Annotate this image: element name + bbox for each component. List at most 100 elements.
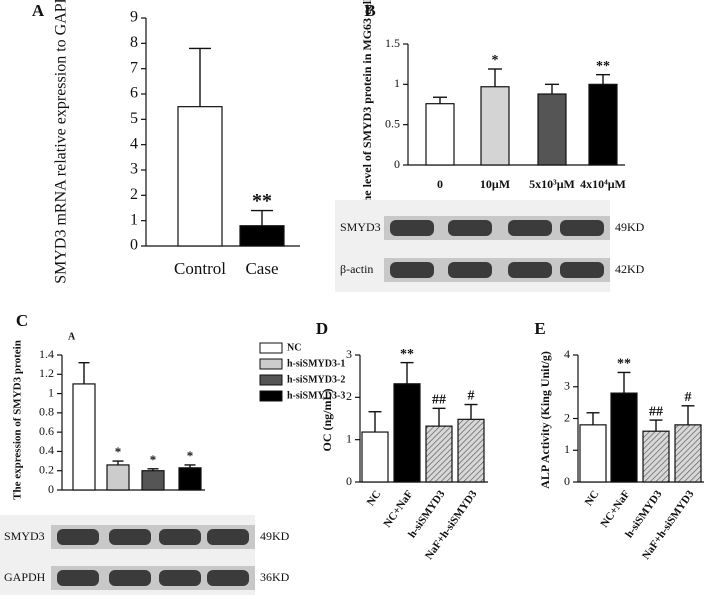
blot-size: 49KD [260,529,290,543]
y-tick-label: 1.5 [385,36,400,50]
y-axis-label: ALP Activity (King Unit/g) [538,351,552,489]
y-tick-label: 9 [130,9,138,26]
bar [425,103,455,166]
legend-swatch [259,358,283,370]
bar [642,430,670,483]
blot-band [508,220,552,236]
subtitle: A [68,331,76,342]
significance-mark: # [468,389,475,404]
x-tick-label: 0 [437,177,443,191]
blot-label: SMYD3 [340,220,381,234]
blot-band [207,529,249,545]
panel-letter: A [32,1,45,20]
significance-mark: ## [649,404,663,419]
blot-band [560,262,604,278]
blot-band [109,570,151,586]
blot-size: 49KD [615,220,645,234]
bar [239,225,285,247]
blot-band [448,262,492,278]
x-tick-label: NC+NaF [598,488,632,530]
y-tick-label: 0 [48,482,54,496]
y-tick-label: 2 [130,186,138,203]
y-tick-label: 0.2 [39,462,54,476]
y-tick-label: 8 [130,34,138,51]
bar [177,106,223,247]
y-tick-label: 1 [394,76,400,90]
y-tick-label: 4 [564,347,570,361]
significance-mark: ** [617,357,631,372]
bar [457,418,485,483]
y-tick-label: 0 [130,237,138,254]
bar [361,431,389,483]
significance-mark: * [187,448,194,463]
blot-band [159,529,201,545]
bar [674,424,702,483]
x-tick-label: 10μM [480,177,510,191]
blot-label: β-actin [340,262,373,276]
significance-mark: * [150,452,157,467]
y-tick-label: 0 [394,157,400,171]
x-tick-label: NC [365,488,384,508]
blot-size: 36KD [260,570,290,584]
panel-letter: D [316,319,328,338]
y-tick-label: 4 [130,135,138,152]
legend-label: h-siSMYD3-1 [287,358,345,369]
blot-band [159,570,201,586]
legend-swatch [259,374,283,386]
x-tick-label: 5x10³μM [529,177,575,191]
bar [141,470,165,491]
y-axis-label: The level of SMYD3 protein in MG63 cell [360,0,374,210]
significance-mark: # [685,390,692,405]
blot-band [448,220,492,236]
x-tick-label: Control [174,259,226,278]
y-tick-label: 6 [130,85,138,102]
legend-label: NC [287,342,301,353]
y-tick-label: 0.4 [39,443,54,457]
y-tick-label: 0.8 [39,405,54,419]
y-tick-label: 3 [346,347,352,361]
y-tick-label: 2 [346,389,352,403]
y-tick-label: 2 [564,410,570,424]
blot-band [57,529,99,545]
blot-band [207,570,249,586]
blot-band [560,220,604,236]
significance-mark: * [115,444,122,459]
blot-label: SMYD3 [4,529,45,543]
legend-label: h-siSMYD3-3 [287,390,345,401]
bar [106,464,130,491]
y-tick-label: 0.6 [39,424,54,438]
x-tick-label: NC [583,488,602,508]
y-tick-label: 0.5 [385,116,400,130]
y-axis-label: The expression of SMYD3 protein [12,340,24,500]
blot-band [109,529,151,545]
panel-letter: C [16,311,28,330]
x-tick-label: Case [245,259,278,278]
significance-mark: ## [432,393,446,408]
blot-size: 42KD [615,262,645,276]
bar [579,424,607,483]
y-tick-label: 1.2 [39,366,54,380]
bar [588,83,618,166]
legend-swatch [259,342,283,354]
bar [537,93,567,166]
y-tick-label: 7 [130,59,138,76]
y-axis-label: SMYD3 mRNA relative expression to GAPDH [53,0,70,284]
x-tick-label: NC+NaF [381,488,415,530]
significance-mark: ** [252,190,272,212]
bar [72,383,96,491]
y-tick-label: 0 [346,474,352,488]
panel-letter: B [364,1,375,20]
y-tick-label: 0 [564,474,570,488]
legend-label: h-siSMYD3-2 [287,374,345,385]
panel-letter: E [534,319,545,338]
significance-mark: ** [400,347,414,362]
significance-mark: * [492,53,499,68]
y-tick-label: 3 [564,379,570,393]
y-axis-label: OC (ng/mL) [320,388,334,451]
y-tick-label: 1 [48,385,54,399]
y-tick-label: 5 [130,110,138,127]
y-tick-label: 1.4 [39,347,54,361]
bar [178,467,202,491]
blot-band [57,570,99,586]
